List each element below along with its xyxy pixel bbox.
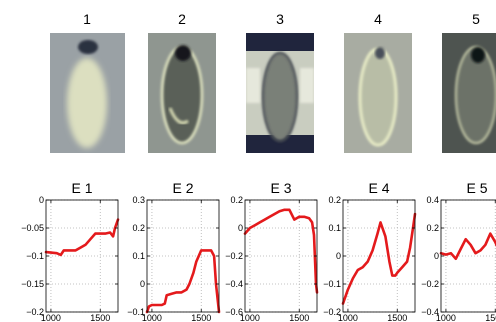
x-tick-label: 1500 bbox=[191, 313, 211, 322]
x-tick-label: 1000 bbox=[436, 313, 456, 322]
series-line bbox=[243, 208, 319, 294]
y-tick-label: −0.6 bbox=[225, 307, 243, 317]
series-line bbox=[341, 212, 417, 305]
image-label-4: 4 bbox=[374, 11, 382, 27]
y-tick-label: 0.4 bbox=[426, 195, 439, 205]
series-line bbox=[439, 232, 496, 261]
y-tick-label: 0.2 bbox=[230, 195, 243, 205]
x-tick-label: 1000 bbox=[240, 313, 260, 322]
y-tick-label: 0.2 bbox=[426, 223, 439, 233]
image-label-2: 2 bbox=[178, 11, 186, 27]
x-tick-label: 1000 bbox=[41, 313, 61, 322]
y-tick-label: 0 bbox=[140, 279, 145, 289]
y-tick-label: −0.2 bbox=[26, 307, 44, 317]
y-tick-label: 0.2 bbox=[132, 223, 145, 233]
y-tick-label: −0.15 bbox=[21, 279, 44, 289]
y-tick-label: −0.1 bbox=[323, 279, 341, 289]
chart-title: E 2 bbox=[172, 180, 193, 196]
y-tick-label: 0.3 bbox=[132, 195, 145, 205]
image-label-5: 5 bbox=[472, 11, 480, 27]
x-tick-label: 1000 bbox=[338, 313, 358, 322]
seed-image-1 bbox=[50, 33, 125, 153]
y-tick-label: −0.2 bbox=[323, 307, 341, 317]
y-tick-label: −0.1 bbox=[26, 251, 44, 261]
y-tick-label: −0.1 bbox=[127, 307, 145, 317]
chart-title: E 1 bbox=[71, 180, 92, 196]
x-tick-label: 1500 bbox=[387, 313, 407, 322]
y-tick-label: 0.2 bbox=[328, 195, 341, 205]
y-tick-label: 0 bbox=[434, 251, 439, 261]
chart-title: E 5 bbox=[466, 180, 487, 196]
chart-title: E 4 bbox=[368, 180, 389, 196]
seed-image-4 bbox=[344, 33, 412, 153]
y-tick-label: −0.4 bbox=[225, 279, 243, 289]
series-line bbox=[145, 249, 221, 314]
seed-image-3 bbox=[246, 33, 314, 153]
image-label-1: 1 bbox=[83, 11, 91, 27]
y-tick-label: 0 bbox=[39, 195, 44, 205]
series-line bbox=[44, 218, 120, 257]
y-tick-label: 0.1 bbox=[132, 251, 145, 261]
y-tick-label: 0 bbox=[238, 223, 243, 233]
x-tick-label: 1500 bbox=[485, 313, 496, 322]
x-tick-label: 1000 bbox=[142, 313, 162, 322]
y-tick-label: 0 bbox=[336, 251, 341, 261]
x-tick-label: 1500 bbox=[289, 313, 309, 322]
seed-image-5 bbox=[442, 33, 496, 153]
y-tick-label: −0.05 bbox=[21, 223, 44, 233]
chart-title: E 3 bbox=[270, 180, 291, 196]
seed-image-2 bbox=[148, 33, 216, 153]
x-tick-label: 1500 bbox=[90, 313, 110, 322]
y-tick-label: −0.4 bbox=[421, 307, 439, 317]
y-tick-label: −0.2 bbox=[225, 251, 243, 261]
y-tick-label: 0.1 bbox=[328, 223, 341, 233]
image-label-3: 3 bbox=[276, 11, 284, 27]
y-tick-label: −0.2 bbox=[421, 279, 439, 289]
